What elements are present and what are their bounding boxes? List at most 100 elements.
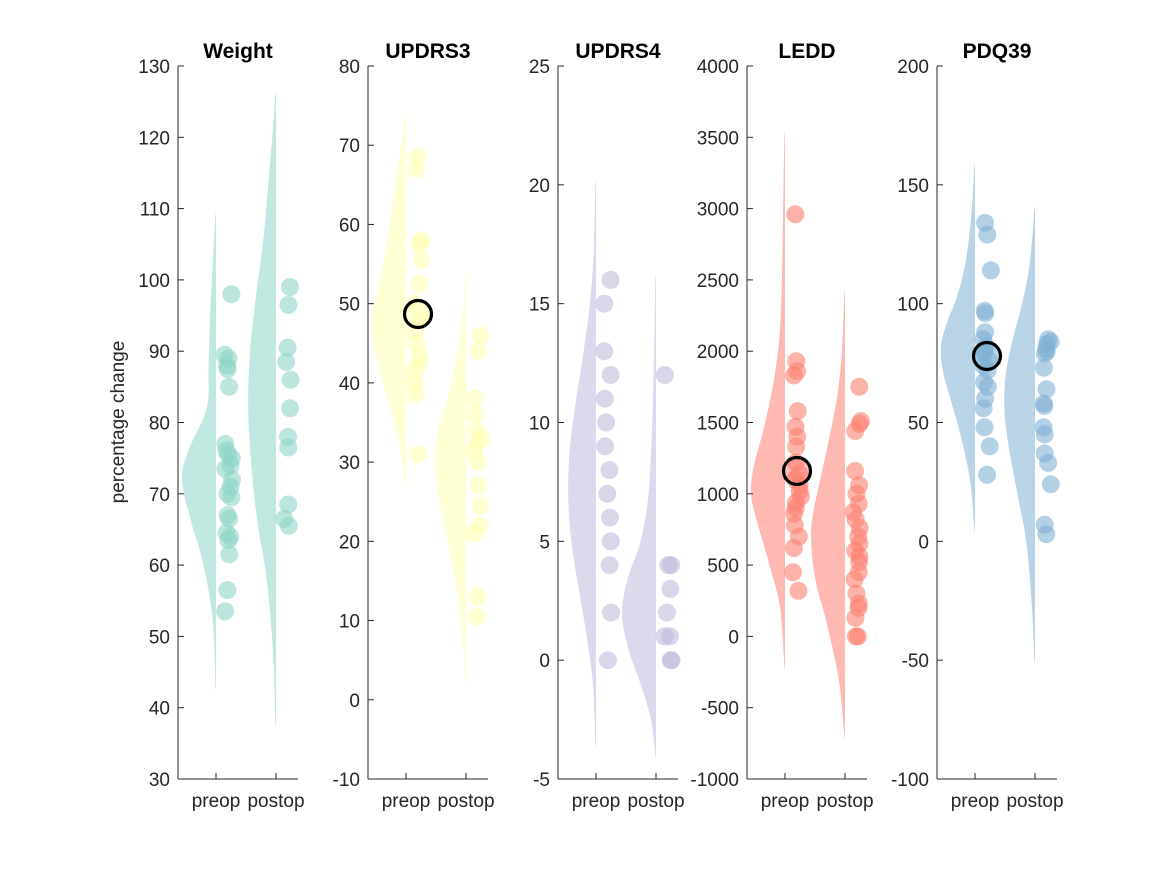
postop-point [281,399,299,418]
postop-point [465,405,484,424]
preop-point [975,418,994,437]
preop-point [218,581,237,600]
postop-point [655,627,674,646]
y-tick-label: -500 [701,699,739,720]
y-tick-label: 40 [149,699,170,720]
preop-point [787,437,806,456]
preop-point [596,437,615,456]
preop-point [410,274,429,293]
postop-point [658,603,676,622]
y-tick-label: 60 [339,215,360,236]
y-tick-label: 40 [339,374,360,395]
y-tick-label: 20 [339,532,360,553]
y-tick-label: 10 [339,612,360,633]
preop-point [981,261,1000,280]
postop-density [810,289,846,741]
y-tick-label: 0 [918,532,929,553]
postop-point [471,326,490,345]
y-tick-label: 3500 [697,128,739,149]
preop-point [222,488,241,507]
postop-point [1041,475,1060,494]
panel-title: PDQ39 [963,40,1032,63]
postop-point [846,422,865,441]
preop-density [940,163,975,534]
y-tick-label: 0 [349,691,360,712]
postop-point [850,377,869,396]
postop-point [469,476,488,495]
postop-point [846,608,865,627]
preop-point [786,205,805,224]
preop-point [408,445,427,464]
panel-updrs4: -5 0 5 10 15 20 25 preop postop UPDRS4 [529,40,685,812]
x-tick-label: postop [1006,791,1063,812]
preop-point [412,251,431,270]
mean-marker [971,340,1003,372]
postop-point [467,607,486,626]
postop-density [1004,206,1035,665]
x-tick-label: preop [761,791,810,812]
postop-point [279,438,298,457]
preop-point [218,360,237,378]
y-tick-label: 100 [138,271,170,292]
preop-density [371,111,407,489]
y-tick-label: 5 [539,532,550,553]
y-tick-label: 70 [149,485,170,506]
preop-point [978,225,997,244]
postop-point [846,462,865,480]
postop-point [280,278,299,296]
y-tick-label: -10 [333,770,360,791]
preop-point [784,366,803,385]
preop-point [216,602,235,621]
y-tick-label: 80 [149,414,170,435]
preop-point [600,556,619,575]
x-tick-label: preop [572,791,621,812]
postop-point [465,389,484,408]
y-tick-label: 120 [138,128,170,149]
x-tick-label: preop [951,791,1000,812]
x-tick-label: preop [382,791,431,812]
postop-point [468,587,487,606]
postop-point [845,570,864,589]
y-axis-label: percentage change [108,341,129,504]
preop-point [407,160,426,178]
preop-point [220,377,238,396]
panel-updrs3: -10 0 10 20 30 40 50 60 70 80 preop postop UPDRS3 [333,40,495,812]
y-tick-label: 15 [529,295,550,316]
y-tick-label: 150 [897,176,929,197]
postop-density [435,268,466,688]
y-tick-label: 30 [149,770,170,791]
preop-point [980,437,999,456]
x-tick-label: preop [192,791,241,812]
y-tick-label: 4000 [697,57,739,78]
postop-point [1037,380,1056,399]
preop-point [220,509,239,528]
y-tick-label: 90 [149,342,170,363]
postop-point [661,579,680,598]
postop-point [659,556,678,575]
preop-density [750,132,785,670]
preop-point [222,285,241,304]
postop-point [848,627,867,646]
y-tick-label: 1500 [697,414,739,435]
mean-marker [781,455,813,487]
postop-point [279,495,298,514]
y-tick-label: 200 [897,57,929,78]
y-tick-label: 50 [908,414,929,435]
preop-point [595,389,614,408]
panel-pdq39: -100 -50 0 50 100 150 200 preop postop PDQ39 [891,40,1064,812]
preop-point [598,484,617,503]
y-tick-label: -5 [533,770,550,791]
x-tick-label: postop [816,791,873,812]
mean-marker [402,298,434,330]
postop-density [622,274,656,758]
y-tick-label: 30 [339,453,360,474]
postop-point [278,338,297,357]
postop-point [279,516,298,535]
y-tick-label: 25 [529,57,550,78]
y-tick-label: 0 [728,627,739,648]
y-tick-label: 110 [140,200,170,221]
postop-point [1035,396,1054,415]
preop-point [788,402,807,421]
postop-density [248,91,276,728]
